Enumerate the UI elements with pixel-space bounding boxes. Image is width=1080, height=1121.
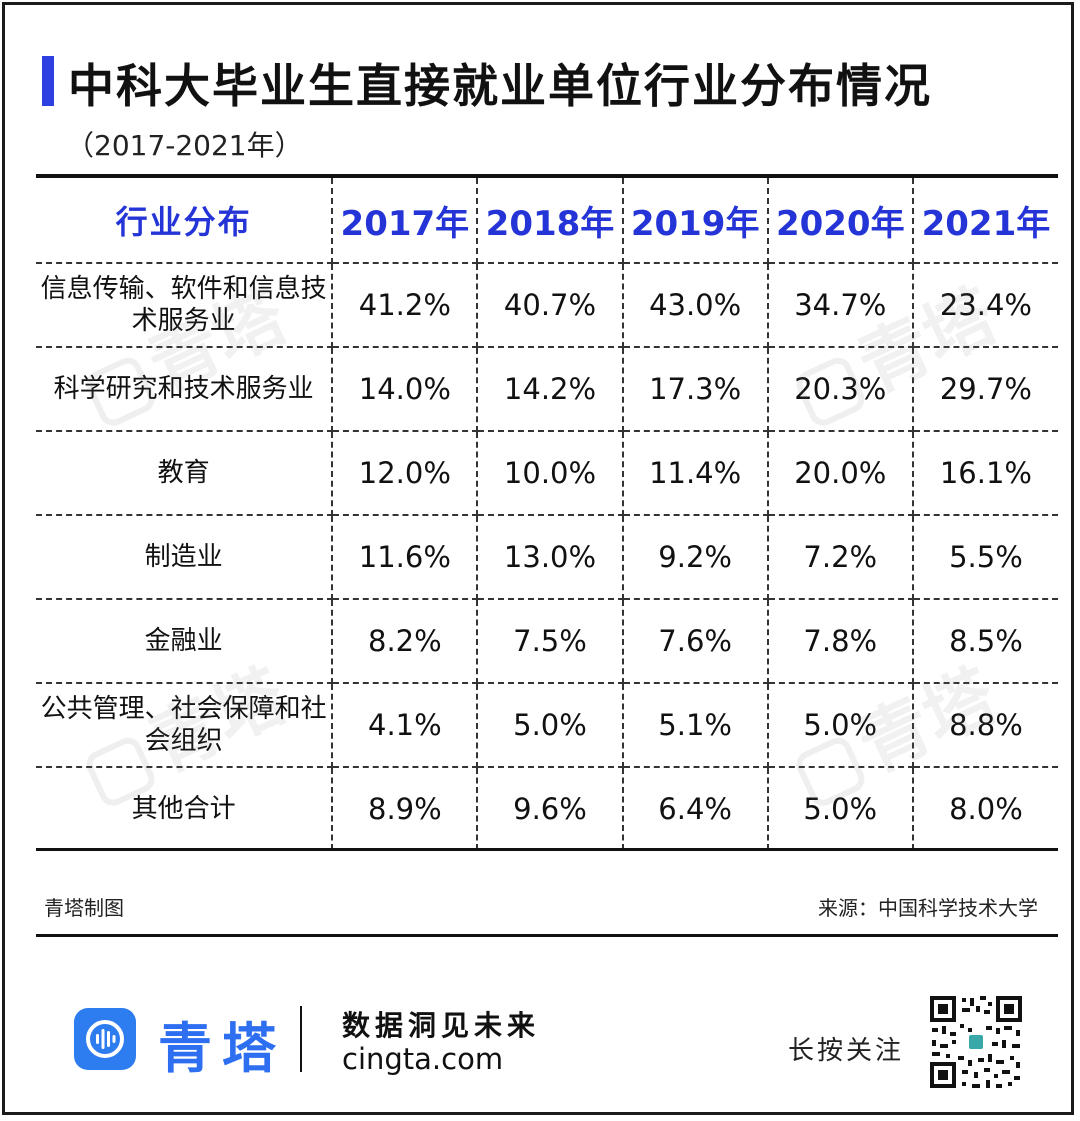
table-row: 信息传输、软件和信息技术服务业 41.2% 40.7% 43.0% 34.7% … — [36, 263, 1058, 348]
row-value: 6.4% — [622, 767, 769, 850]
row-category: 教育 — [36, 431, 334, 516]
table-bottom-rule — [36, 848, 1058, 851]
row-value: 11.4% — [622, 431, 769, 516]
row-value: 20.0% — [767, 431, 914, 516]
row-value: 9.2% — [622, 515, 769, 600]
table-header-row: 行业分布 2017年 2018年 2019年 2020年 2021年 — [36, 178, 1058, 264]
row-value: 9.6% — [477, 767, 624, 850]
row-value: 11.6% — [332, 515, 479, 600]
row-value: 14.0% — [332, 347, 479, 432]
industry-table: 行业分布 2017年 2018年 2019年 2020年 2021年 信息传输、… — [36, 178, 1058, 850]
brand-divider — [300, 1006, 302, 1072]
row-value: 13.0% — [477, 515, 624, 600]
row-value: 8.2% — [332, 599, 479, 684]
source-text: 来源：中国科学技术大学 — [818, 896, 1038, 920]
footer-rule — [36, 934, 1058, 937]
row-value: 41.2% — [332, 263, 479, 348]
row-value: 5.5% — [912, 515, 1058, 600]
row-value: 34.7% — [767, 263, 914, 348]
qingta-logo-icon — [74, 1008, 136, 1070]
row-value: 5.0% — [767, 767, 914, 850]
row-value: 5.1% — [622, 683, 769, 768]
row-value: 8.5% — [912, 599, 1058, 684]
page-subtitle: （2017-2021年） — [66, 129, 303, 162]
brand-name: 青塔 — [158, 1017, 286, 1080]
row-value: 23.4% — [912, 263, 1058, 348]
qr-code-icon[interactable] — [928, 994, 1024, 1090]
row-value: 7.5% — [477, 599, 624, 684]
brand-slogan: 数据洞见未来 — [342, 1009, 541, 1042]
row-value: 10.0% — [477, 431, 624, 516]
row-category: 信息传输、软件和信息技术服务业 — [36, 263, 334, 348]
row-value: 16.1% — [912, 431, 1058, 516]
table-row: 其他合计 8.9% 9.6% 6.4% 5.0% 8.0% — [36, 767, 1058, 850]
credit-text: 青塔制图 — [44, 896, 124, 920]
table-top-rule — [36, 174, 1058, 178]
follow-label: 长按关注 — [788, 1036, 905, 1066]
row-category: 制造业 — [36, 515, 334, 600]
row-category: 其他合计 — [36, 767, 334, 850]
row-value: 7.2% — [767, 515, 914, 600]
row-category: 金融业 — [36, 599, 334, 684]
row-category: 公共管理、社会保障和社会组织 — [36, 683, 334, 768]
header-category: 行业分布 — [36, 178, 334, 264]
row-value: 7.6% — [622, 599, 769, 684]
row-value: 5.0% — [477, 683, 624, 768]
header-year: 2017年 — [332, 178, 479, 264]
header-year: 2018年 — [477, 178, 624, 264]
row-value: 29.7% — [912, 347, 1058, 432]
row-value: 14.2% — [477, 347, 624, 432]
header-year: 2021年 — [912, 178, 1058, 264]
header-year: 2020年 — [767, 178, 914, 264]
row-value: 8.8% — [912, 683, 1058, 768]
row-value: 17.3% — [622, 347, 769, 432]
header-year: 2019年 — [622, 178, 769, 264]
brand-url[interactable]: cingta.com — [342, 1042, 504, 1076]
row-category: 科学研究和技术服务业 — [36, 347, 334, 432]
page-title: 中科大毕业生直接就业单位行业分布情况 — [68, 59, 932, 113]
table-row: 科学研究和技术服务业 14.0% 14.2% 17.3% 20.3% 29.7% — [36, 347, 1058, 432]
row-value: 12.0% — [332, 431, 479, 516]
row-value: 8.9% — [332, 767, 479, 850]
row-value: 43.0% — [622, 263, 769, 348]
row-value: 4.1% — [332, 683, 479, 768]
row-value: 40.7% — [477, 263, 624, 348]
row-value: 8.0% — [949, 792, 1023, 826]
table-row: 制造业 11.6% 13.0% 9.2% 7.2% 5.5% — [36, 515, 1058, 600]
row-value: 7.8% — [767, 599, 914, 684]
row-value: 20.3% — [767, 347, 914, 432]
table-row: 教育 12.0% 10.0% 11.4% 20.0% 16.1% — [36, 431, 1058, 516]
title-accent-bar — [42, 56, 54, 106]
table-row: 金融业 8.2% 7.5% 7.6% 7.8% 8.5% — [36, 599, 1058, 684]
row-value: 5.0% — [767, 683, 914, 768]
table-row: 公共管理、社会保障和社会组织 4.1% 5.0% 5.1% 5.0% 8.8% — [36, 683, 1058, 768]
